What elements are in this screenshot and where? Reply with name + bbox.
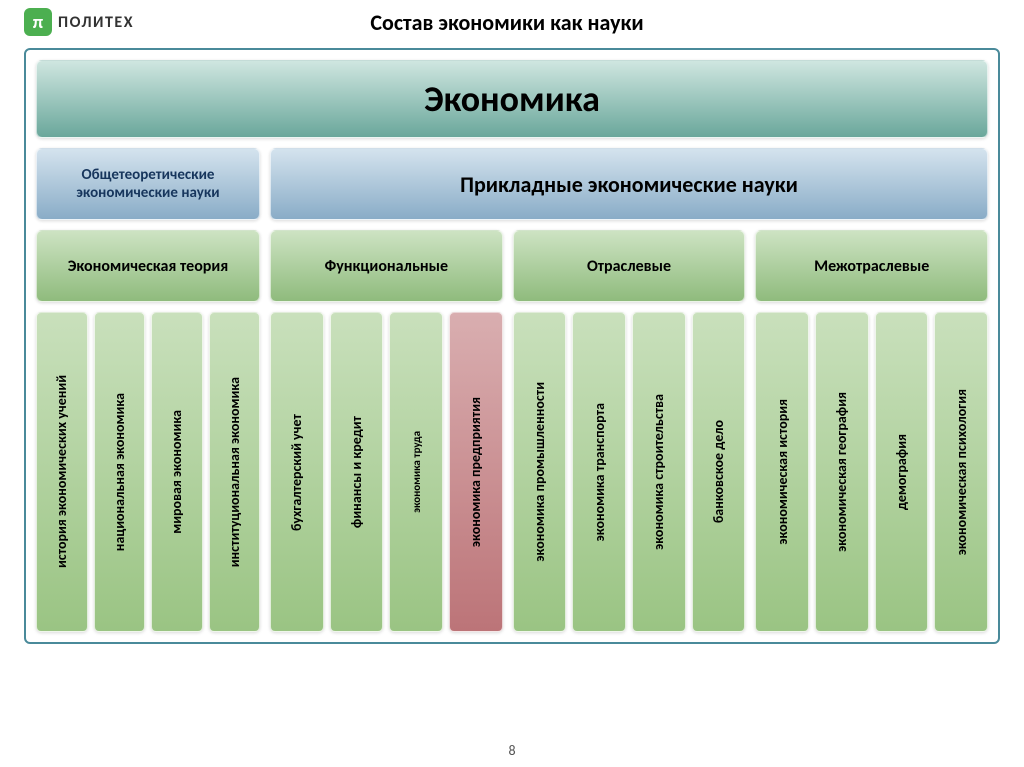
node-sectoral: Отраслевые bbox=[513, 230, 746, 302]
slide-header: π ПОЛИТЕХ Состав экономики как науки bbox=[0, 0, 1024, 40]
leaf-item: экономическая география bbox=[815, 312, 869, 632]
leaf-item: экономика строительства bbox=[632, 312, 686, 632]
leaf-label: национальная экономика bbox=[111, 393, 128, 551]
leaf-item: история экономических учений bbox=[36, 312, 88, 632]
node-econ-theory: Экономическая теория bbox=[36, 230, 260, 302]
leaf-item: экономика транспорта bbox=[572, 312, 626, 632]
leaf-item: банковское дело bbox=[692, 312, 746, 632]
leaf-item: экономика предприятия bbox=[449, 312, 503, 632]
leaf-label: мировая экономика bbox=[168, 410, 185, 534]
group-intersectoral-items: экономическая история экономическая геогр… bbox=[755, 312, 988, 632]
node-intersectoral: Межотраслевые bbox=[755, 230, 988, 302]
leaf-item: демография bbox=[875, 312, 929, 632]
leaf-label: экономическая география bbox=[833, 392, 850, 552]
node-theoretical: Общетеоретические экономические науки bbox=[36, 148, 260, 220]
leaf-label: демография bbox=[893, 434, 910, 510]
slide-title: Состав экономики как науки bbox=[134, 9, 1000, 36]
leaf-label: экономическая история bbox=[774, 399, 791, 545]
group-sectoral-items: экономика промышленности экономика трансп… bbox=[513, 312, 746, 632]
leaf-label: финансы и кредит bbox=[348, 416, 365, 528]
leaf-label: история экономических учений bbox=[53, 375, 70, 568]
leaf-item: экономическая история bbox=[755, 312, 809, 632]
leaf-label: экономика промышленности bbox=[531, 382, 548, 562]
leaf-item: экономическая психология bbox=[934, 312, 988, 632]
leaf-item: национальная экономика bbox=[94, 312, 146, 632]
leaf-label: институциональная экономика bbox=[226, 377, 243, 567]
node-applied: Прикладные экономические науки bbox=[270, 148, 988, 220]
logo: π ПОЛИТЕХ bbox=[24, 8, 134, 36]
node-functional: Функциональные bbox=[270, 230, 503, 302]
leaf-label: банковское дело bbox=[710, 420, 727, 523]
logo-text: ПОЛИТЕХ bbox=[58, 13, 134, 32]
group-functional-items: бухгалтерский учет финансы и кредит эконом… bbox=[270, 312, 503, 632]
leaf-item: бухгалтерский учет bbox=[270, 312, 324, 632]
leaf-label: бухгалтерский учет bbox=[288, 414, 305, 531]
diagram-container: Экономика Общетеоретические экономически… bbox=[24, 48, 1000, 644]
group-theory-items: история экономических учений национальная… bbox=[36, 312, 260, 632]
leaf-label: экономическая психология bbox=[953, 389, 970, 555]
leaf-item: мировая экономика bbox=[151, 312, 203, 632]
pi-icon: π bbox=[24, 8, 52, 36]
leaf-item: институциональная экономика bbox=[209, 312, 261, 632]
leaf-item: финансы и кредит bbox=[330, 312, 384, 632]
leaf-label: экономика строительства bbox=[650, 394, 667, 550]
leaf-item: экономика промышленности bbox=[513, 312, 567, 632]
leaf-label: экономика труда bbox=[410, 431, 423, 513]
leaf-label: экономика предприятия bbox=[467, 397, 484, 547]
page-number: 8 bbox=[0, 742, 1024, 759]
leaf-item: экономика труда bbox=[389, 312, 443, 632]
root-node: Экономика bbox=[36, 60, 988, 138]
leaf-label: экономика транспорта bbox=[591, 403, 608, 541]
